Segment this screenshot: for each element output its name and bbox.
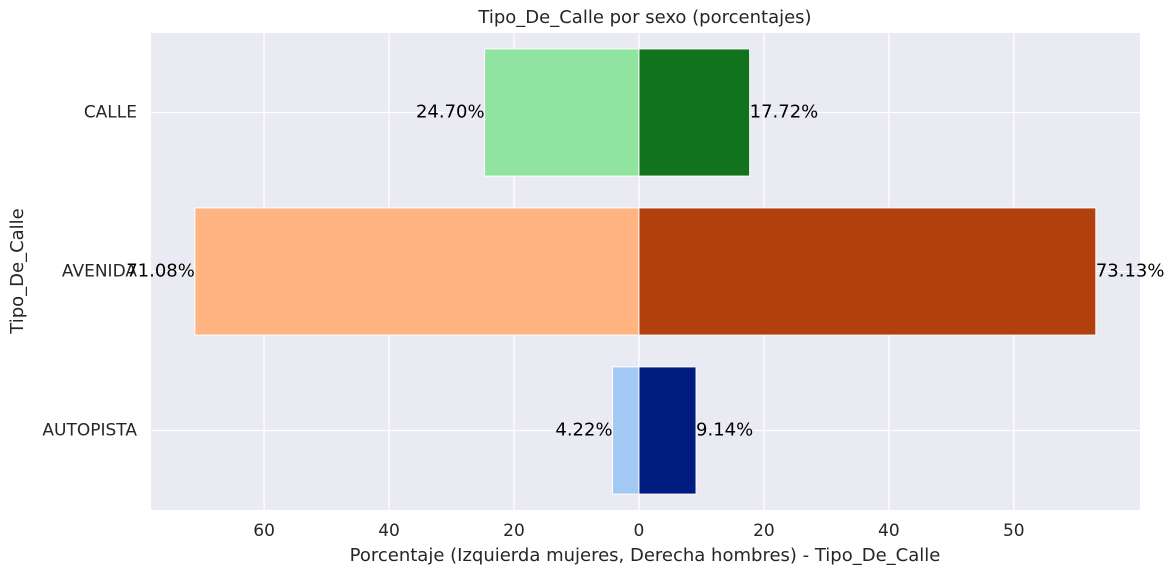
data-label: 73.13% — [1096, 261, 1165, 282]
y-tick-label: AVENIDA — [62, 262, 137, 282]
data-label: 71.08% — [126, 261, 195, 282]
y-tick-label: AUTOPISTA — [42, 421, 137, 441]
x-tick-label: 20 — [503, 521, 525, 541]
bar — [638, 207, 1097, 336]
chart-title: Tipo_De_Calle por sexo (porcentajes) — [477, 7, 811, 28]
data-label: 17.72% — [750, 102, 819, 123]
bar — [638, 366, 697, 495]
y-tick-label: CALLE — [84, 103, 137, 123]
x-tick-label: 40 — [378, 521, 400, 541]
x-tick-label: 40 — [878, 521, 900, 541]
data-label: 24.70% — [416, 102, 485, 123]
x-tick-label: 20 — [753, 521, 775, 541]
bar — [484, 48, 640, 177]
bar — [612, 366, 640, 495]
data-label: 4.22% — [555, 420, 612, 441]
bar — [638, 48, 751, 177]
x-axis-label: Porcentaje (Izquierda mujeres, Derecha h… — [350, 545, 941, 566]
bar — [194, 207, 640, 336]
x-tick-label: 50 — [1003, 521, 1025, 541]
x-tick-label: 60 — [253, 521, 275, 541]
y-axis-label: Tipo_De_Calle — [7, 208, 28, 335]
x-tick-label: 0 — [634, 521, 645, 541]
data-label: 9.14% — [696, 420, 753, 441]
